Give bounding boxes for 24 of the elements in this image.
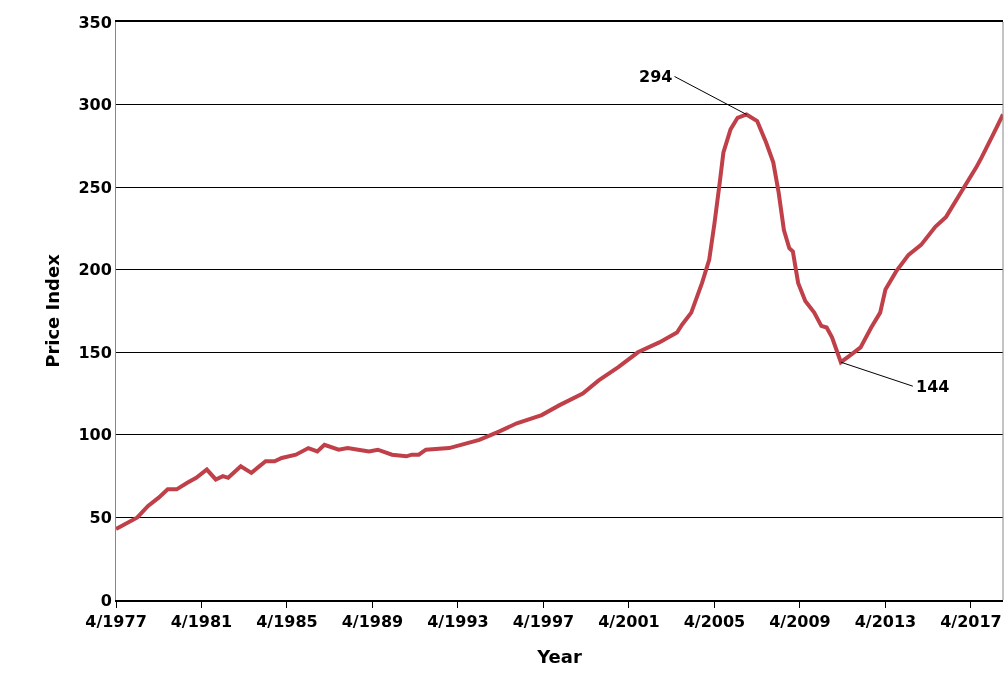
- x-axis-title: Year: [536, 645, 582, 667]
- y-tick-label: 350: [78, 12, 112, 32]
- x-tick-label: 4/1997: [512, 612, 575, 632]
- x-tick-label: 4/1977: [85, 612, 147, 632]
- x-tick-label: 4/2017: [940, 612, 1002, 632]
- line-series: [116, 112, 1003, 531]
- y-tick-label: 250: [78, 177, 112, 197]
- y-tick-label: 300: [78, 95, 112, 115]
- x-tick-label: 4/1989: [341, 612, 404, 632]
- y-axis-title: Price Index: [41, 253, 63, 368]
- y-tick-label: 50: [89, 508, 112, 528]
- y-tick-label: 100: [78, 425, 112, 445]
- y-tick-label: 150: [78, 342, 112, 362]
- x-tick-label: 4/2005: [683, 612, 746, 632]
- x-tick-label: 4/1993: [427, 612, 489, 632]
- x-tick-label: 4/2009: [769, 612, 831, 632]
- x-tick-label: 4/2001: [598, 612, 660, 632]
- y-tick-label: 0: [100, 590, 112, 610]
- x-tick-label: 4/1981: [170, 612, 233, 632]
- x-tick-label: 4/1985: [256, 612, 318, 632]
- annotation: 294: [639, 67, 673, 86]
- x-tick-label: 4/2013: [854, 612, 917, 632]
- y-tick-label: 200: [78, 260, 112, 280]
- annotation: 144: [916, 377, 950, 396]
